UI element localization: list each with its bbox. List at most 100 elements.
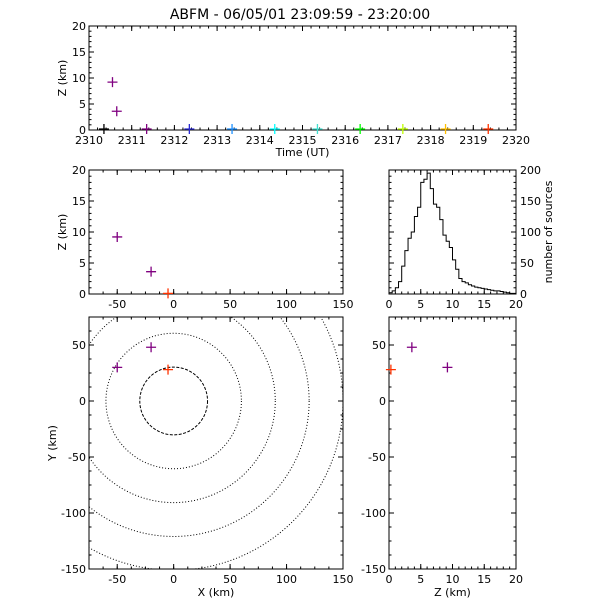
time-color-marker [98,124,109,134]
time-height-point [107,77,118,88]
histogram-yaxis-tick-label: 150 [520,195,541,208]
zy-yaxis-tick-label: -100 [361,507,386,520]
time-axis-tick-label: 2315 [289,134,317,147]
zy-xaxis-tick-label: 5 [417,573,424,586]
xy-xaxis-tick-label: 100 [276,573,297,586]
histogram-xaxis-tick-label: 5 [417,298,424,311]
xy-xaxis-tick-label: 0 [170,573,177,586]
xz-xaxis-tick-label: 100 [276,298,297,311]
histogram-frame [388,169,517,295]
time-color-marker [355,124,366,134]
xz-yaxis-tick-label: 20 [72,164,86,177]
zy-point [385,364,396,375]
histogram-yaxis-tick-label: 50 [520,257,534,270]
histogram-yaxis-tick-label: 0 [520,288,527,301]
time-axis-tick-label: 2312 [160,134,188,147]
time-axis-tick-label: 2314 [246,134,274,147]
time-height-point [111,106,122,117]
zy-yaxis-tick-label: 0 [379,395,386,408]
xy-point [163,364,174,375]
time-height-frame [88,25,517,131]
xz-ylabel: Z (km) [56,214,69,251]
histogram-xaxis-tick-label: 20 [509,298,523,311]
xy-xaxis-tick-label: 50 [223,573,237,586]
time-axis-tick-label: 2320 [502,134,530,147]
zy-yaxis-tick-label: 50 [372,339,386,352]
histogram-yaxis-tick-label: 100 [520,226,541,239]
xy-ylabel: Y (km) [46,425,59,462]
zy-xaxis-tick-label: 10 [446,573,460,586]
zy-point [406,342,417,353]
time-color-marker [312,124,323,134]
xz-xaxis-tick-label: 150 [333,298,354,311]
time-color-marker [141,124,152,134]
time-color-marker [440,124,451,134]
zy-point [442,362,453,373]
range-ring [89,317,343,569]
xz-frame [88,169,344,295]
time-color-marker [269,124,280,134]
time-axis-tick-label: 2316 [331,134,359,147]
time-height-yaxis-tick-label: 10 [72,72,86,85]
histogram-xaxis-tick-label: 15 [477,298,491,311]
xz-point [163,288,174,299]
zy-yaxis-tick-label: -150 [361,563,386,576]
plot-panels: 2310 2311 2312 2313 2314 2315 2316 2317 2318 2319… [46,20,555,599]
xz-point [112,231,123,242]
time-color-marker [483,124,494,134]
xz-yaxis-tick-label: 15 [72,195,86,208]
histogram-series [388,172,517,294]
zy-xlabel: Z (km) [434,586,471,599]
xy-yaxis-tick-label: -100 [61,507,86,520]
zy-yaxis-tick-label: -50 [368,451,386,464]
range-ring [139,366,209,436]
time-axis-tick-label: 2317 [374,134,402,147]
range-ring [89,317,310,537]
xz-yaxis-tick-label: 10 [72,226,86,239]
range-ring [89,317,276,504]
xy-yaxis-tick-label: -50 [68,451,86,464]
xy-xlabel: X (km) [198,586,235,599]
xz-yaxis-tick-label: 0 [79,288,86,301]
xy-xaxis-tick-label: -50 [108,573,126,586]
xy-xaxis-tick-label: 150 [333,573,354,586]
xy-point [112,362,123,373]
xy-yaxis-tick-label: 0 [79,395,86,408]
time-axis-tick-label: 2310 [75,134,103,147]
time-axis-tick-label: 2318 [417,134,445,147]
range-rings [89,317,343,569]
time-height-yaxis-tick-label: 20 [72,20,86,33]
xy-point [146,342,157,353]
xy-yaxis-tick-label: 50 [72,339,86,352]
xz-xaxis-tick-label: -50 [108,298,126,311]
histogram-xaxis-tick-label: 10 [446,298,460,311]
time-color-marker [227,124,238,134]
xy-frame [88,316,344,570]
figure-title: ABFM - 06/05/01 23:09:59 - 23:20:00 [170,7,430,23]
range-ring [105,332,242,470]
xz-xaxis-tick-label: 0 [170,298,177,311]
zy-frame [388,316,517,570]
xy-yaxis-tick-label: -150 [61,563,86,576]
time-height-yaxis-tick-label: 0 [79,124,86,137]
histogram-xaxis-tick-label: 0 [386,298,393,311]
time-height-ylabel: Z (km) [56,60,69,97]
time-height-yaxis-tick-label: 15 [72,46,86,59]
time-height-yaxis-tick-label: 5 [79,98,86,111]
xz-point [146,266,157,277]
time-axis-tick-label: 2319 [459,134,487,147]
time-color-marker [184,124,195,134]
time-color-marker [397,124,408,134]
time-axis-tick-label: 2313 [203,134,231,147]
xz-yaxis-tick-label: 5 [79,257,86,270]
histogram-ylabel: number of sources [542,180,555,283]
zy-xaxis-tick-label: 0 [386,573,393,586]
zy-xaxis-tick-label: 15 [477,573,491,586]
time-axis-tick-label: 2311 [118,134,146,147]
time-axis-label: Time (UT) [275,146,330,159]
zy-xaxis-tick-label: 20 [509,573,523,586]
xz-xaxis-tick-label: 50 [223,298,237,311]
histogram-yaxis-tick-label: 200 [520,164,541,177]
